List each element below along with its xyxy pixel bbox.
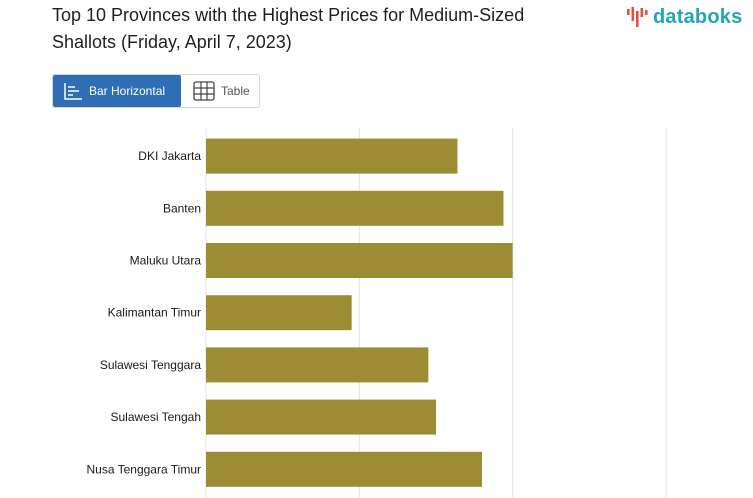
bar[interactable] <box>206 399 436 435</box>
brand-logo[interactable]: databoks <box>626 4 742 30</box>
bar[interactable] <box>206 138 458 174</box>
chart-title: Top 10 Provinces with the Highest Prices… <box>52 5 525 52</box>
bar[interactable] <box>206 190 504 226</box>
category-label: Banten <box>163 201 201 215</box>
bar[interactable] <box>206 295 352 331</box>
bar[interactable] <box>206 243 513 278</box>
category-label: Sulawesi Tenggara <box>100 358 202 372</box>
table-view-label: Table <box>221 84 250 98</box>
view-toggle: Bar Horizontal Table <box>52 74 260 108</box>
bar-view-button[interactable]: Bar Horizontal <box>53 75 181 107</box>
category-label: Maluku Utara <box>130 254 202 268</box>
table-view-button[interactable]: Table <box>181 75 259 107</box>
brand-name: databoks <box>653 5 743 28</box>
bar[interactable] <box>206 451 482 487</box>
category-label: Kalimantan Timur <box>108 306 201 320</box>
category-label: Nusa Tenggara Timur <box>86 462 201 476</box>
bar-chart-icon <box>64 83 82 100</box>
bar-chart: DKI Jakarta Banten Maluku Utara Kalimantan … <box>86 128 667 498</box>
table-icon <box>193 81 215 101</box>
category-label: Sulawesi Tengah <box>110 410 201 424</box>
bar-view-label: Bar Horizontal <box>89 84 166 98</box>
category-label: DKI Jakarta <box>138 149 201 163</box>
bar[interactable] <box>206 347 429 383</box>
databoks-logo-icon <box>627 7 648 27</box>
